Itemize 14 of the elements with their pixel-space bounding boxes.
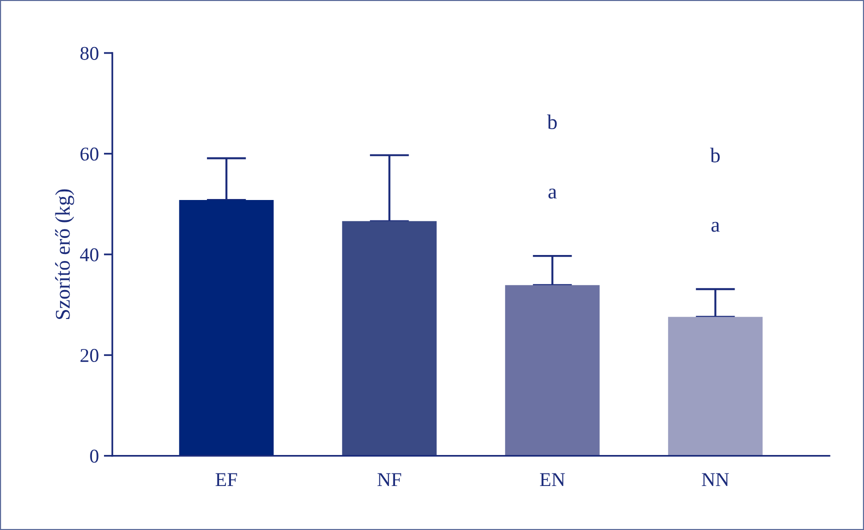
y-tick-label: 20 <box>80 348 98 362</box>
y-tick-label: 40 <box>80 248 98 262</box>
y-tick-label: 0 <box>90 450 98 463</box>
x-tick-label: NF <box>378 473 402 486</box>
annotation: a <box>711 222 720 232</box>
y-tick-label: 60 <box>80 148 98 161</box>
y-axis-title: Szorító erő (kg) <box>55 189 74 319</box>
annotation: a <box>548 188 557 199</box>
annotation: b <box>547 114 557 130</box>
x-tick-label: NN <box>702 473 729 486</box>
x-tick-label: EF <box>216 473 238 486</box>
annotation: b <box>710 148 720 162</box>
x-tick-label: EN <box>540 473 565 486</box>
y-tick-label: 80 <box>80 46 98 60</box>
